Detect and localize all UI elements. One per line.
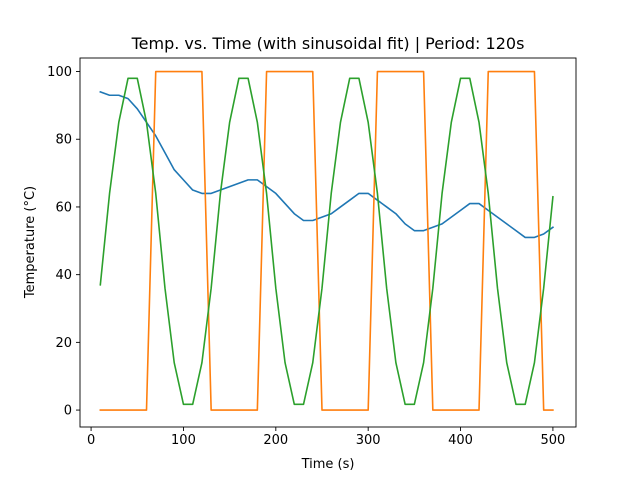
y-tick-label: 20 — [55, 336, 72, 351]
y-tick-label: 60 — [55, 200, 72, 215]
axes: 0 100 200 300 400 500 0 20 40 60 80 100 — [47, 57, 577, 448]
y-tick-label: 100 — [47, 65, 72, 80]
series-line-2 — [99, 70, 554, 411]
y-tick-label: 80 — [55, 133, 72, 148]
x-tick-label: 200 — [263, 433, 288, 448]
x-axis-label: Time (s) — [301, 457, 355, 472]
y-axis-label: Temperature (°C) — [23, 186, 38, 299]
plot-area — [99, 70, 555, 411]
axes-frame — [79, 57, 577, 428]
y-tick-label: 0 — [64, 404, 72, 419]
x-tick-label: 500 — [540, 433, 565, 448]
series-line-3 — [99, 77, 554, 406]
series-line-1 — [99, 90, 555, 239]
x-tick-label: 400 — [448, 433, 473, 448]
x-tick-label: 100 — [171, 433, 196, 448]
x-tick-label: 0 — [87, 433, 95, 448]
chart-title: Temp. vs. Time (with sinusoidal fit) | P… — [131, 34, 525, 53]
x-tick-label: 300 — [356, 433, 381, 448]
y-tick-label: 40 — [55, 268, 72, 283]
